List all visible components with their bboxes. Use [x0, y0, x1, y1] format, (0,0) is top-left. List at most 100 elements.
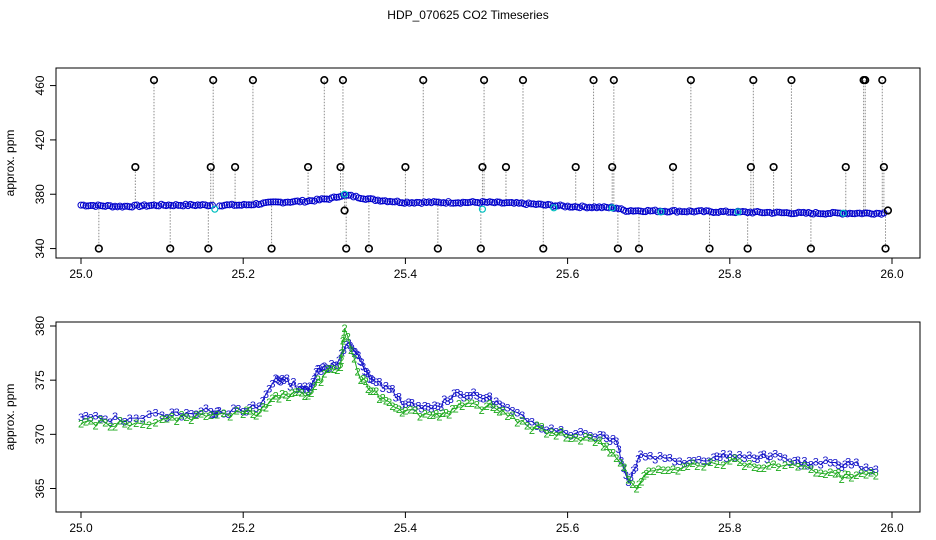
series-2-point: 2 [788, 459, 794, 471]
flagged-point [478, 205, 487, 213]
co2-point [77, 201, 85, 209]
series-3-point: 3 [657, 451, 663, 463]
co2-point [500, 199, 508, 207]
series-2-point: 2 [399, 407, 405, 419]
series-3-point: 3 [711, 452, 717, 464]
series-2-point: 2 [339, 348, 345, 360]
co2-point [152, 202, 160, 210]
series-3-point: 3 [464, 391, 470, 403]
series-2-point: 2 [331, 364, 337, 376]
series-2-point: 2 [625, 475, 631, 487]
outlier-point [94, 244, 103, 253]
series-3-point: 3 [310, 376, 316, 388]
co2-point [291, 197, 299, 205]
series-2-point: 2 [342, 323, 348, 335]
co2-point [357, 195, 365, 203]
series-2-point: 2 [858, 468, 864, 480]
series-2-point: 2 [383, 395, 389, 407]
co2-point [269, 198, 277, 206]
series-3-point: 3 [83, 411, 89, 423]
series-2-point: 2 [685, 461, 691, 473]
co2-point [824, 210, 832, 218]
series-3-point: 3 [112, 411, 118, 423]
series-3-point: 3 [597, 429, 603, 441]
series-2-point: 2 [848, 473, 854, 485]
series-2-point: 2 [617, 457, 623, 469]
series-2-point: 2 [643, 468, 649, 480]
series-2-point: 2 [660, 465, 666, 477]
series-2-point: 2 [496, 406, 502, 418]
series-2-point: 2 [427, 410, 433, 422]
series-2-point: 2 [746, 458, 752, 470]
series-3-point: 3 [260, 395, 266, 407]
series-2-point: 2 [193, 410, 199, 422]
series-3-point: 3 [360, 362, 366, 374]
series-3-point: 3 [198, 406, 204, 418]
co2-point [194, 201, 202, 209]
series-3-point: 3 [451, 388, 457, 400]
co2-point [615, 205, 623, 213]
series-2-point: 2 [766, 461, 772, 473]
co2-point [515, 199, 523, 207]
series-2-point: 2 [122, 419, 128, 431]
top-x-tick-label: 25.0 [69, 267, 93, 281]
outlier-point [166, 244, 175, 253]
series-2-point: 2 [250, 409, 256, 421]
co2-point [206, 202, 214, 210]
co2-point [639, 208, 647, 216]
outlier-point [589, 76, 598, 85]
series-2-point: 2 [646, 466, 652, 478]
top-y-tick-label: 340 [33, 238, 47, 258]
series-3-point: 3 [376, 376, 382, 388]
series-3-point: 3 [399, 400, 405, 412]
series-3-point: 3 [284, 373, 290, 385]
series-2-point: 2 [727, 455, 733, 467]
series-3-point: 3 [355, 350, 361, 362]
series-2-point: 2 [600, 441, 606, 453]
series-2-point: 2 [741, 461, 747, 473]
series-3-point: 3 [373, 377, 379, 389]
series-2-point: 2 [689, 458, 695, 470]
series-2-point: 2 [234, 406, 240, 418]
series-3-point: 3 [169, 407, 175, 419]
series-2-point: 2 [321, 369, 327, 381]
series-2-point: 2 [240, 409, 246, 421]
series-2-point: 2 [558, 427, 564, 439]
series-2-point: 2 [266, 397, 272, 409]
series-2-point: 2 [389, 401, 395, 413]
outlier-point [478, 162, 487, 172]
co2-point [702, 207, 710, 215]
co2-point [868, 210, 876, 218]
bottom-x-tick-label: 25.8 [718, 521, 742, 535]
series-2-point: 2 [203, 411, 209, 423]
outlier-point [303, 162, 313, 172]
series-2-point: 2 [808, 464, 814, 476]
series-2-point: 2 [97, 415, 103, 427]
outlier-point [539, 244, 548, 253]
series-3-point: 3 [720, 449, 726, 461]
co2-point [447, 199, 455, 207]
series-3-point: 3 [363, 366, 369, 378]
outlier-point [861, 76, 870, 85]
co2-point [860, 209, 868, 217]
series-2-point: 2 [534, 420, 540, 432]
co2-point [189, 201, 197, 209]
series-2-point: 2 [756, 463, 762, 475]
top-y-tick-label: 460 [33, 75, 47, 95]
series-3-point: 3 [415, 400, 421, 412]
series-2-point: 2 [519, 415, 525, 427]
series-3-point: 3 [290, 376, 296, 388]
series-3-line [80, 341, 876, 484]
series-3-point: 3 [635, 453, 641, 465]
co2-point [167, 201, 175, 209]
series-3-point: 3 [441, 394, 447, 406]
series-2-point: 2 [443, 408, 449, 420]
co2-point [656, 207, 664, 215]
co2-point [165, 201, 173, 209]
outlier-point [613, 244, 622, 253]
flagged-point [657, 208, 665, 216]
series-2-point: 2 [469, 398, 475, 410]
co2-point [478, 198, 486, 206]
co2-point [199, 201, 207, 209]
top-x-tick-label: 25.6 [556, 267, 580, 281]
